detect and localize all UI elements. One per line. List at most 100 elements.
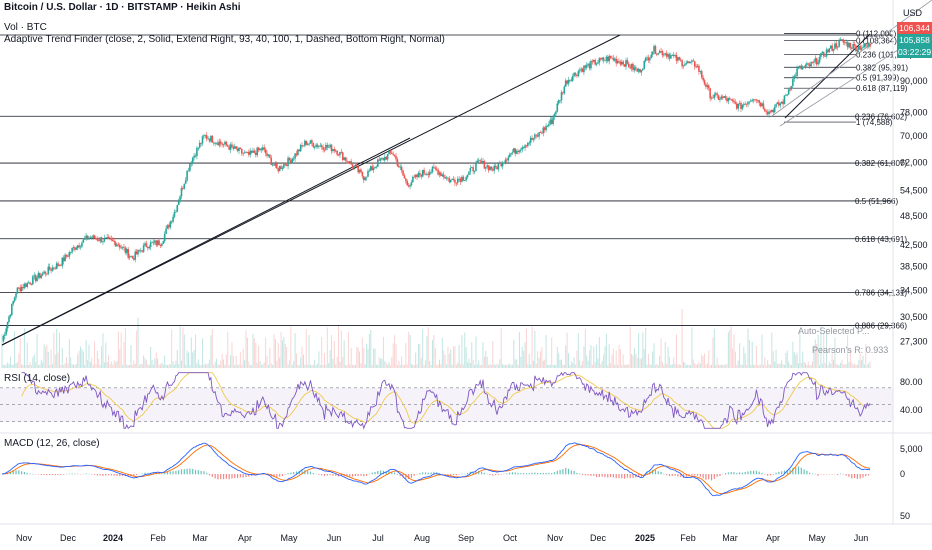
candle-body xyxy=(447,177,449,179)
candle-body xyxy=(79,246,82,248)
volume-bar xyxy=(809,364,811,368)
candle-body xyxy=(152,242,155,244)
candle-body xyxy=(657,53,660,55)
time-tick: Sep xyxy=(458,533,474,543)
volume-bar xyxy=(534,330,536,368)
candle-body xyxy=(377,159,379,167)
macd-histogram-bar xyxy=(91,474,93,475)
macd-tick: 5,000 xyxy=(900,444,923,454)
macd-histogram-bar xyxy=(562,469,564,475)
volume-bar xyxy=(115,362,117,368)
candle-body xyxy=(71,247,73,253)
macd-histogram-bar xyxy=(618,474,620,479)
candle-body xyxy=(421,169,424,177)
candle-body xyxy=(51,267,54,271)
volume-bar xyxy=(5,364,7,368)
candle-body xyxy=(793,75,796,79)
macd-histogram-bar xyxy=(654,469,657,475)
macd-histogram-bar xyxy=(772,474,774,475)
macd-signal-line xyxy=(1,444,871,495)
candle-body xyxy=(106,237,108,238)
macd-histogram-bar xyxy=(483,472,485,475)
macd-histogram-bar xyxy=(51,474,54,476)
volume-bar xyxy=(199,364,201,368)
candle-body xyxy=(323,149,326,151)
volume-bar xyxy=(109,364,111,368)
candle-body xyxy=(255,152,257,156)
candle-body xyxy=(695,66,697,68)
candle-body xyxy=(720,96,723,99)
candle-body xyxy=(269,154,271,158)
volume-bar xyxy=(716,357,718,368)
macd-histogram-bar xyxy=(839,473,842,475)
macd-histogram-bar xyxy=(273,474,275,478)
volume-bar xyxy=(464,332,466,368)
volume-bar xyxy=(518,332,520,368)
candle-body xyxy=(578,70,581,72)
macd-histogram-bar xyxy=(32,473,34,475)
volume-bar xyxy=(357,347,359,368)
macd-histogram-bar xyxy=(214,474,216,479)
macd-title[interactable]: MACD (12, 26, close) xyxy=(4,438,100,449)
volume-bar xyxy=(699,363,701,368)
candle-body xyxy=(493,165,495,171)
candle-body xyxy=(863,43,866,48)
macd-tick: 0 xyxy=(900,469,905,479)
volume-bar xyxy=(249,364,251,368)
volume-bar xyxy=(511,364,513,368)
candle-body xyxy=(274,163,277,166)
candle-body xyxy=(494,165,497,168)
symbol-title[interactable]: Bitcoin / U.S. Dollar · 1D · BITSTAMP · … xyxy=(4,2,241,13)
volume-bar xyxy=(61,347,63,368)
volume-bar xyxy=(209,359,211,368)
candle-body xyxy=(702,77,704,81)
candle-body xyxy=(92,235,94,239)
volume-bar xyxy=(424,360,426,368)
candle-body xyxy=(546,125,549,127)
macd-histogram-bar xyxy=(222,474,225,480)
volume-bar xyxy=(312,364,314,368)
volume-bar xyxy=(9,356,11,368)
volume-bar xyxy=(415,352,417,368)
volume-bar xyxy=(314,359,316,368)
candle-body xyxy=(703,80,706,85)
volume-legend[interactable]: Vol · BTC xyxy=(4,22,47,33)
candle-body xyxy=(198,142,201,148)
macd-histogram-bar xyxy=(764,474,766,475)
volume-bar xyxy=(388,362,390,368)
candle-body xyxy=(721,96,724,98)
candle-body xyxy=(700,71,703,78)
candle-body xyxy=(320,145,323,148)
candle-body xyxy=(200,142,202,144)
volume-bar xyxy=(315,364,317,368)
volume-bar xyxy=(558,353,560,368)
candle-body xyxy=(93,235,96,239)
candle-body xyxy=(176,204,179,212)
macd-histogram-bar xyxy=(811,473,814,475)
indicator-legend[interactable]: Adaptive Trend Finder (close, 2, Solid, … xyxy=(4,34,445,45)
volume-bar xyxy=(833,359,835,368)
rsi-line xyxy=(21,371,871,430)
volume-bar xyxy=(497,364,499,368)
macd-histogram-bar xyxy=(753,470,755,475)
candle-body xyxy=(133,258,135,260)
fib-label-short: 0.5 (91,399) xyxy=(856,74,899,83)
candle-body xyxy=(430,171,432,173)
time-tick: Feb xyxy=(680,533,696,543)
candle-body xyxy=(55,263,58,269)
volume-bar xyxy=(35,361,37,368)
candle-body xyxy=(75,248,78,250)
volume-bar xyxy=(290,326,292,368)
volume-bar xyxy=(336,356,338,368)
volume-bar xyxy=(865,344,867,368)
candle-body xyxy=(222,143,225,145)
volume-bar xyxy=(394,335,396,368)
volume-bar xyxy=(698,362,700,368)
rsi-title[interactable]: RSI (14, close) xyxy=(4,373,71,384)
volume-bar xyxy=(579,360,581,368)
volume-bar xyxy=(165,364,167,368)
candle-body xyxy=(64,254,66,262)
macd-histogram-bar xyxy=(452,474,455,476)
candle-body xyxy=(19,287,22,292)
